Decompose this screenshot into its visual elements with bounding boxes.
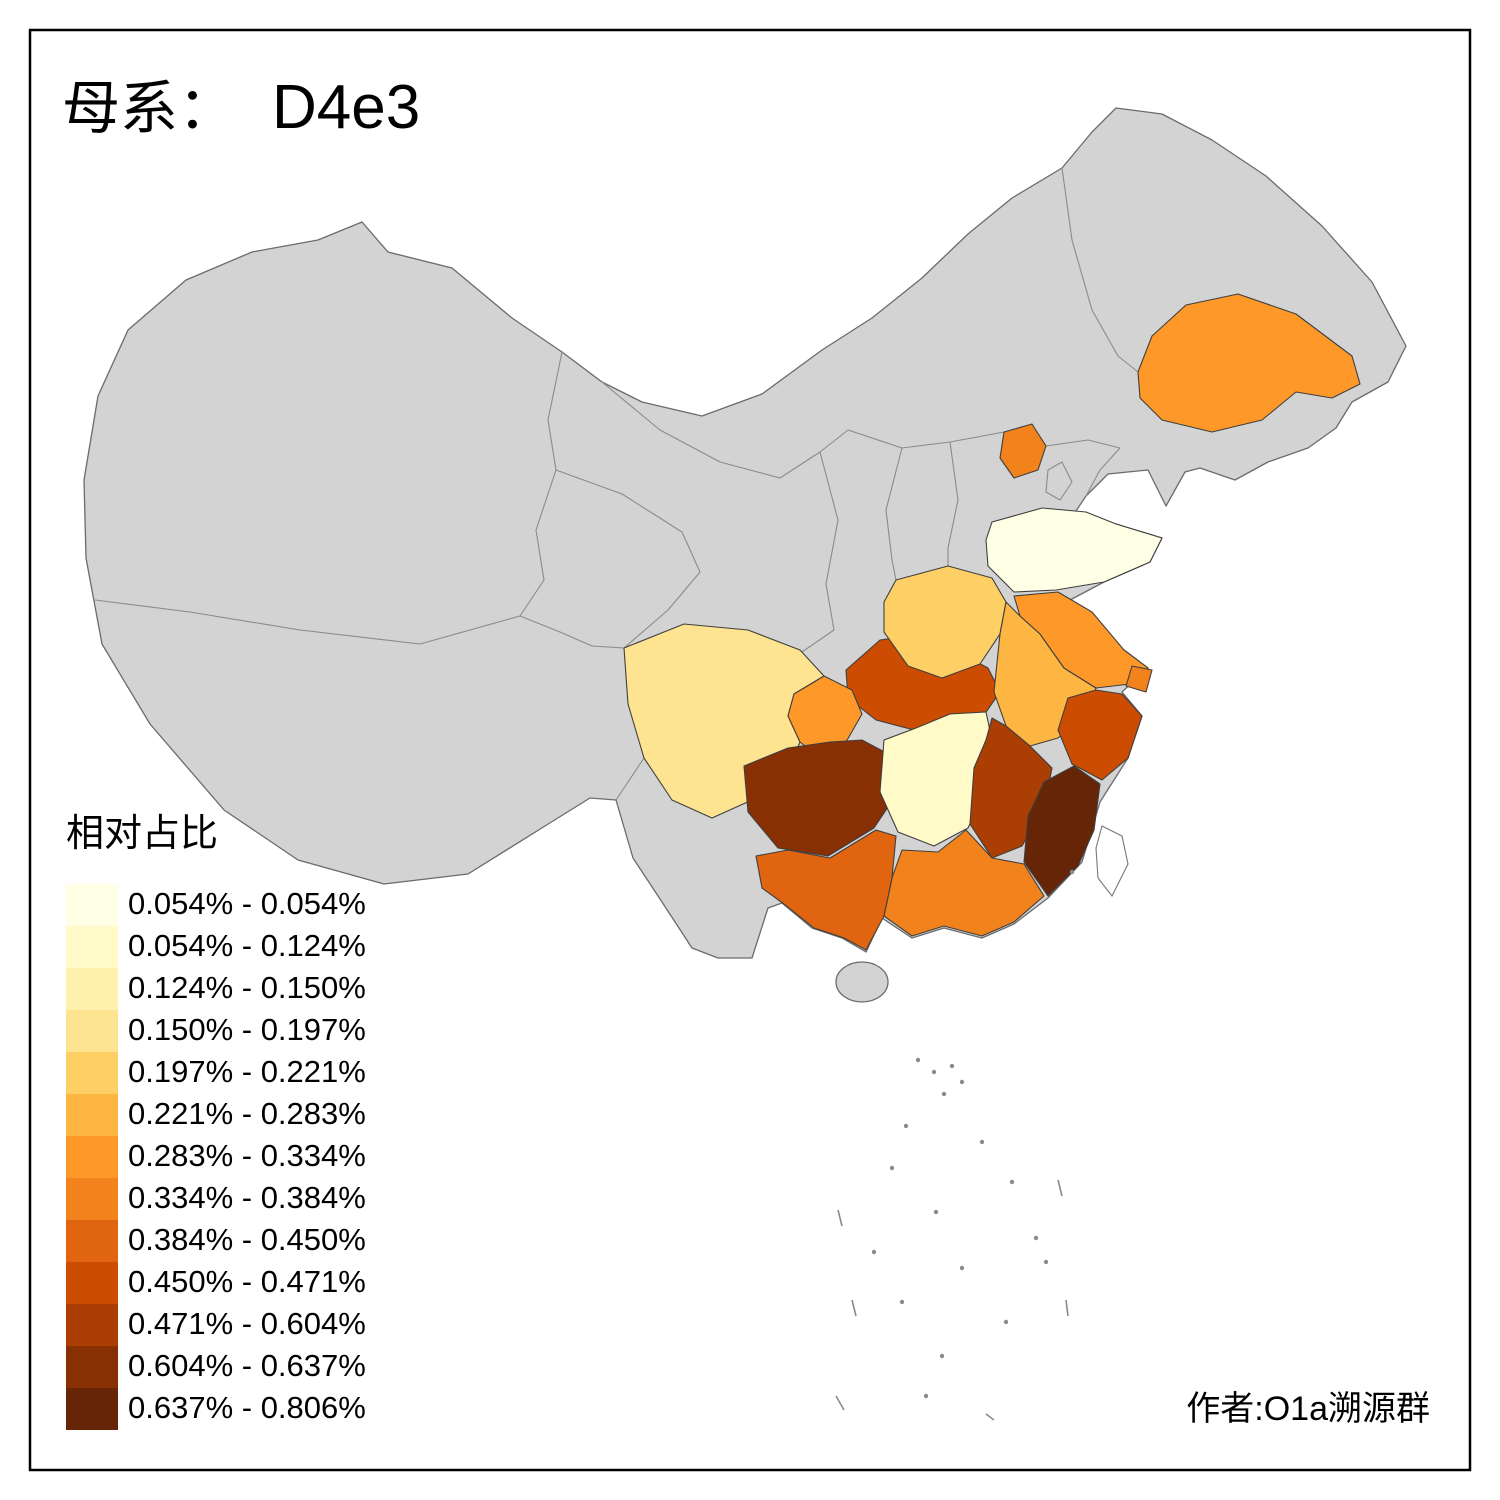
no-data-provinces-region (83, 107, 1407, 959)
legend-swatch (66, 1262, 118, 1304)
legend-label: 0.054% - 0.124% (128, 928, 366, 963)
province-zhejiang (1057, 689, 1143, 781)
legend-label: 0.604% - 0.637% (128, 1348, 366, 1383)
title-prefix: 母系： (62, 76, 236, 141)
legend-swatch (66, 1052, 118, 1094)
no-data-province-borders (94, 167, 1139, 801)
province-beijing (999, 423, 1047, 479)
legend-swatch (66, 1220, 118, 1262)
province-hainan (835, 961, 889, 1003)
province-guangxi (755, 829, 897, 951)
legend-label: 0.334% - 0.384% (128, 1180, 366, 1215)
legend-title: 相对占比 (66, 813, 218, 855)
legend-label: 0.384% - 0.450% (128, 1222, 366, 1257)
legend-label: 0.450% - 0.471% (128, 1264, 366, 1299)
legend-swatch (66, 1346, 118, 1388)
chart-title: 母系： D4e3 (62, 73, 420, 142)
legend-swatch (66, 926, 118, 968)
legend-label: 0.283% - 0.334% (128, 1138, 366, 1173)
province-taiwan (1095, 825, 1129, 898)
legend-label: 0.150% - 0.197% (128, 1012, 366, 1047)
map-layer (83, 107, 1407, 1421)
legend: 相对占比 0.054% - 0.054% 0.054% - 0.124% 0.1… (66, 813, 366, 1430)
legend-label: 0.637% - 0.806% (128, 1390, 366, 1425)
plot-border (28, 28, 1472, 1472)
legend-swatch (66, 1178, 118, 1220)
province-fujian (1023, 765, 1101, 897)
province-jilin (1137, 293, 1361, 433)
province-shandong (985, 507, 1163, 593)
legend-label: 0.054% - 0.054% (128, 886, 366, 921)
legend-swatch (66, 884, 118, 926)
legend-label: 0.197% - 0.221% (128, 1054, 366, 1089)
legend-label: 0.221% - 0.283% (128, 1096, 366, 1131)
legend-label: 0.124% - 0.150% (128, 970, 366, 1005)
legend-label: 0.471% - 0.604% (128, 1306, 366, 1341)
title-haplogroup: D4e3 (272, 73, 420, 142)
legend-swatch (66, 1094, 118, 1136)
province-shanghai (1125, 665, 1153, 693)
south-china-sea-islands (835, 869, 1075, 1421)
legend-swatch (66, 1388, 118, 1430)
author-credit: 作者:O1a溯源群 (1186, 1390, 1430, 1428)
legend-swatch (66, 1304, 118, 1346)
legend-swatch (66, 1136, 118, 1178)
legend-swatch (66, 968, 118, 1010)
province-henan (883, 565, 1007, 679)
legend-swatch (66, 1010, 118, 1052)
